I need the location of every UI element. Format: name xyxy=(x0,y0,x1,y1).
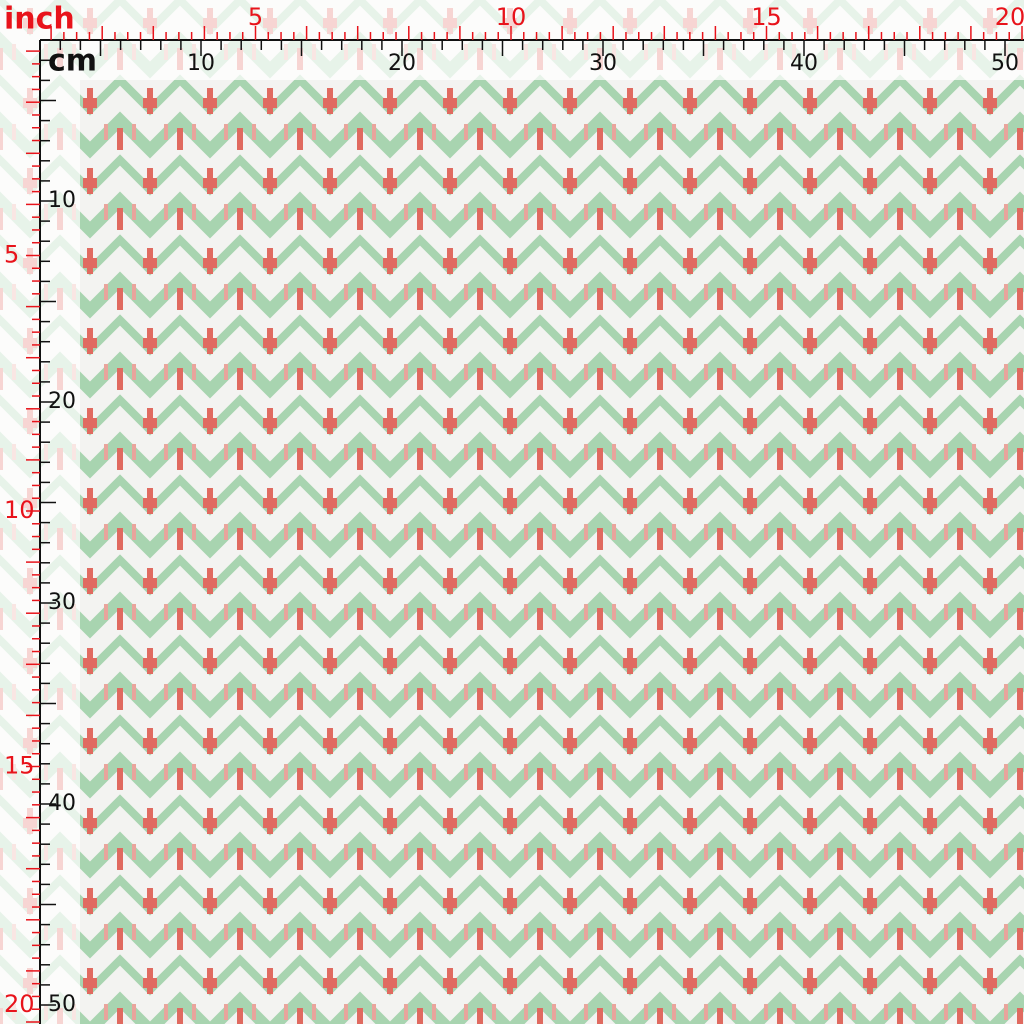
left-inch-label: 15 xyxy=(4,752,35,780)
top-cm-label: 10 xyxy=(187,51,215,76)
left-inch-label: 5 xyxy=(4,241,19,269)
top-cm-label: 50 xyxy=(991,51,1019,76)
left-cm-label: 40 xyxy=(48,791,76,816)
top-cm-label: 20 xyxy=(388,51,416,76)
top-cm-label: 30 xyxy=(589,51,617,76)
left-cm-label: 20 xyxy=(48,389,76,414)
left-inch-label: 10 xyxy=(4,496,35,524)
top-inch-label: 15 xyxy=(751,3,782,31)
top-inch-label: 20 xyxy=(995,3,1024,31)
top-inch-label: 5 xyxy=(248,3,263,31)
left-cm-label: 50 xyxy=(48,992,76,1017)
left-cm-label: 10 xyxy=(48,188,76,213)
left-cm-label: 30 xyxy=(48,590,76,615)
inch-unit: inch xyxy=(4,2,75,37)
top-inch-label: 10 xyxy=(496,3,527,31)
cm-unit: cm xyxy=(48,44,97,79)
top-cm-label: 40 xyxy=(790,51,818,76)
left-inch-label: 20 xyxy=(4,990,35,1018)
